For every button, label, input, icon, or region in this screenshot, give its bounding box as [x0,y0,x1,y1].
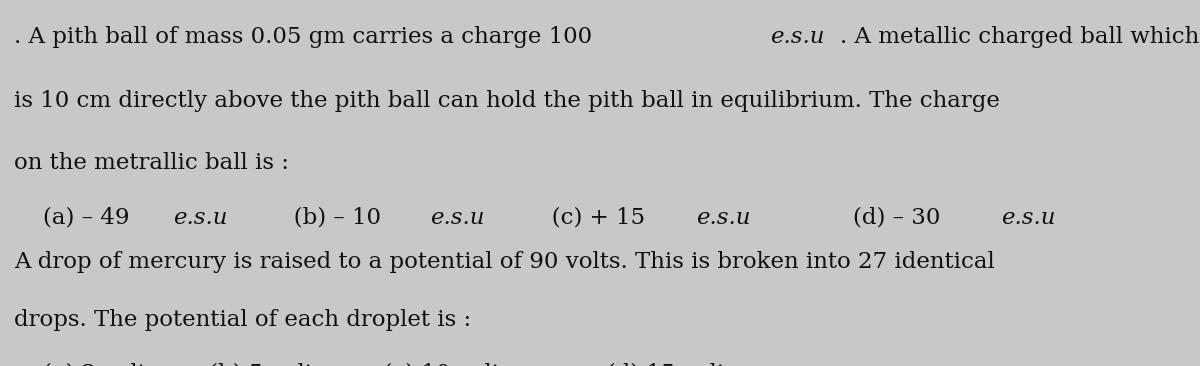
Text: (a) – 49: (a) – 49 [14,207,137,229]
Text: . A pith ball of mass 0.05 gm carries a charge 100: . A pith ball of mass 0.05 gm carries a … [14,26,600,48]
Text: A drop of mercury is raised to a potential of 90 volts. This is broken into 27 i: A drop of mercury is raised to a potenti… [14,251,995,273]
Text: (a) 2 volts       (b) 5 volts        (c) 10 volts             (d) 15 volts.: (a) 2 volts (b) 5 volts (c) 10 volts (d)… [14,362,745,366]
Text: e.s.u: e.s.u [769,26,824,48]
Text: . A metallic charged ball which: . A metallic charged ball which [840,26,1199,48]
Text: e.s.u: e.s.u [1001,207,1055,229]
Text: e.s.u: e.s.u [696,207,751,229]
Text: is 10 cm directly above the pith ball can hold the pith ball in equilibrium. The: is 10 cm directly above the pith ball ca… [14,90,1001,112]
Text: (d) – 30: (d) – 30 [767,207,948,229]
Text: e.s.u: e.s.u [173,207,227,229]
Text: (c) + 15: (c) + 15 [500,207,653,229]
Text: e.s.u: e.s.u [431,207,485,229]
Text: on the metrallic ball is :: on the metrallic ball is : [14,152,289,174]
Text: (b) – 10: (b) – 10 [244,207,389,229]
Text: drops. The potential of each droplet is :: drops. The potential of each droplet is … [14,309,472,331]
